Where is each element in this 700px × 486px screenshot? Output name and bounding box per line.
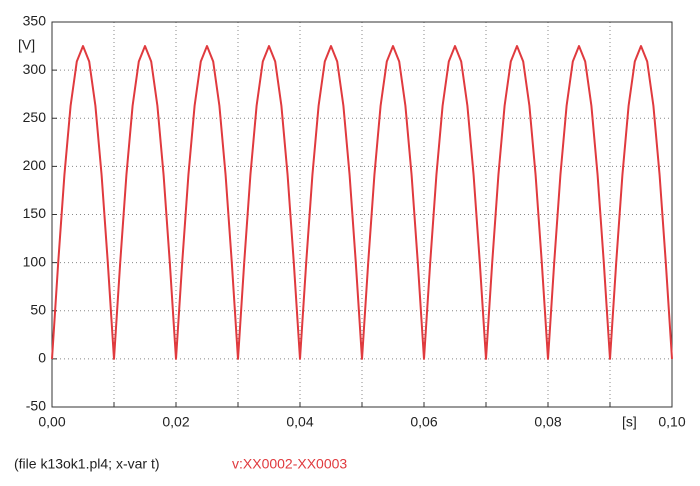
y-tick-label: -50 xyxy=(26,398,46,414)
y-tick-label: 350 xyxy=(23,13,47,29)
y-tick-label: 50 xyxy=(30,301,46,317)
x-tick-label: 0,02 xyxy=(162,414,189,430)
x-tick-label: 0,10 xyxy=(658,414,685,430)
x-tick-label: 0,06 xyxy=(410,414,437,430)
y-tick-label: 100 xyxy=(23,253,47,269)
y-tick-label: 250 xyxy=(23,109,47,125)
x-unit: [s] xyxy=(622,414,637,430)
y-tick-label: 0 xyxy=(38,350,46,366)
plot-frame xyxy=(51,21,673,408)
y-tick-label: 150 xyxy=(23,205,47,221)
series-line xyxy=(51,45,673,360)
y-tick-label: 200 xyxy=(23,157,47,173)
x-tick-label: 0,08 xyxy=(534,414,561,430)
x-tick-label: 0,04 xyxy=(286,414,313,430)
y-tick-label: 300 xyxy=(23,61,47,77)
caption: (file k13ok1.pl4; x-var t) xyxy=(14,456,160,472)
y-unit: [V] xyxy=(18,37,35,53)
legend-entry: v:XX0002-XX0003 xyxy=(232,456,347,472)
x-tick-label: 0,00 xyxy=(38,414,65,430)
